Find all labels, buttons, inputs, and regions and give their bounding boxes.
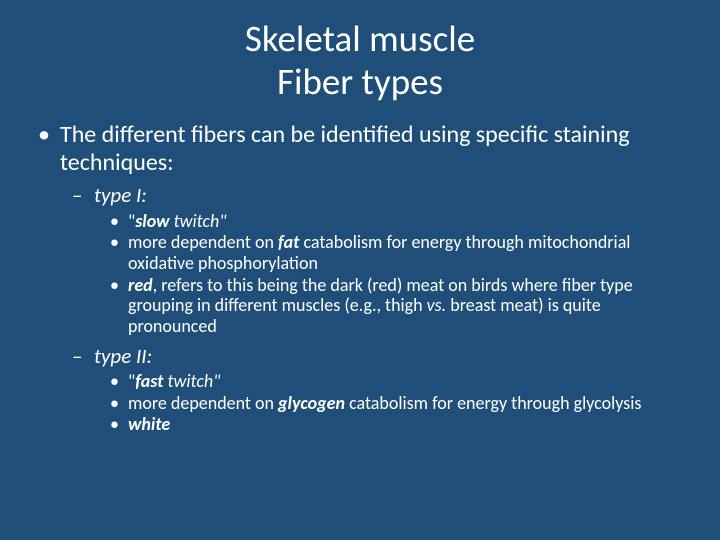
t2i3-bold: white [128, 413, 170, 435]
type1-heading: type I: "slow twitch" more dependent on … [94, 182, 692, 336]
type1-item2: more dependent on fat catabolism for ene… [128, 232, 692, 273]
t2i2-pre: more dependent on [128, 392, 278, 414]
t1i1-rest: twitch" [170, 210, 227, 232]
type2-item2: more dependent on glycogen catabolism fo… [128, 393, 692, 414]
t2i1-bold: fast [135, 370, 163, 392]
t1i3-vs: vs. [427, 294, 447, 316]
type1-heading-text: type I: [94, 182, 147, 208]
sub-list: type I: "slow twitch" more dependent on … [60, 182, 692, 435]
title-line1: Skeletal muscle [245, 16, 475, 61]
type1-items: "slow twitch" more dependent on fat cata… [94, 211, 692, 337]
t1i2-bold: fat [278, 231, 299, 253]
bullet-list: The different fibers can be identified u… [28, 121, 692, 435]
main-bullet-text: The different fibers can be identified u… [60, 120, 630, 177]
t2i2-post: catabolism for energy through glycolysis [345, 392, 641, 414]
type2-item3: white [128, 414, 692, 435]
t2i1-rest: twitch" [163, 370, 220, 392]
type1-item1: "slow twitch" [128, 211, 692, 232]
type2-items: "fast twitch" more dependent on glycogen… [94, 371, 692, 435]
t2i2-bold: glycogen [278, 392, 345, 414]
title-line2: Fiber types [277, 59, 443, 104]
main-bullet: The different fibers can be identified u… [60, 121, 692, 435]
type2-heading: type II: "fast twitch" more dependent on… [94, 343, 692, 435]
type2-item1: "fast twitch" [128, 371, 692, 392]
t1i2-pre: more dependent on [128, 231, 278, 253]
t1i3-bold: red [128, 274, 153, 296]
t1i1-bold: slow [135, 210, 169, 232]
slide-title: Skeletal muscle Fiber types [28, 18, 692, 103]
type2-heading-text: type II: [94, 343, 152, 369]
type1-item3: red, refers to this being the dark (red)… [128, 275, 692, 337]
slide: Skeletal muscle Fiber types The differen… [0, 0, 720, 540]
